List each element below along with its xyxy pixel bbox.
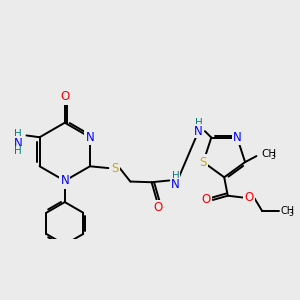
Text: O: O [244,191,253,204]
Text: O: O [153,201,163,214]
Text: N: N [171,178,180,191]
Text: H: H [14,129,22,139]
Text: O: O [60,90,69,104]
Text: 3: 3 [289,209,294,218]
Text: O: O [201,194,210,206]
Text: H: H [195,118,203,128]
Text: CH: CH [261,149,277,159]
Text: CH: CH [280,206,295,216]
Text: H: H [172,171,180,181]
Text: 3: 3 [271,152,275,161]
Text: H: H [14,146,22,156]
Text: S: S [200,156,207,169]
Text: N: N [233,131,242,144]
Text: N: N [14,137,23,150]
Text: N: N [60,174,69,187]
Text: N: N [85,131,94,144]
Text: N: N [194,125,203,138]
Text: S: S [111,162,118,175]
